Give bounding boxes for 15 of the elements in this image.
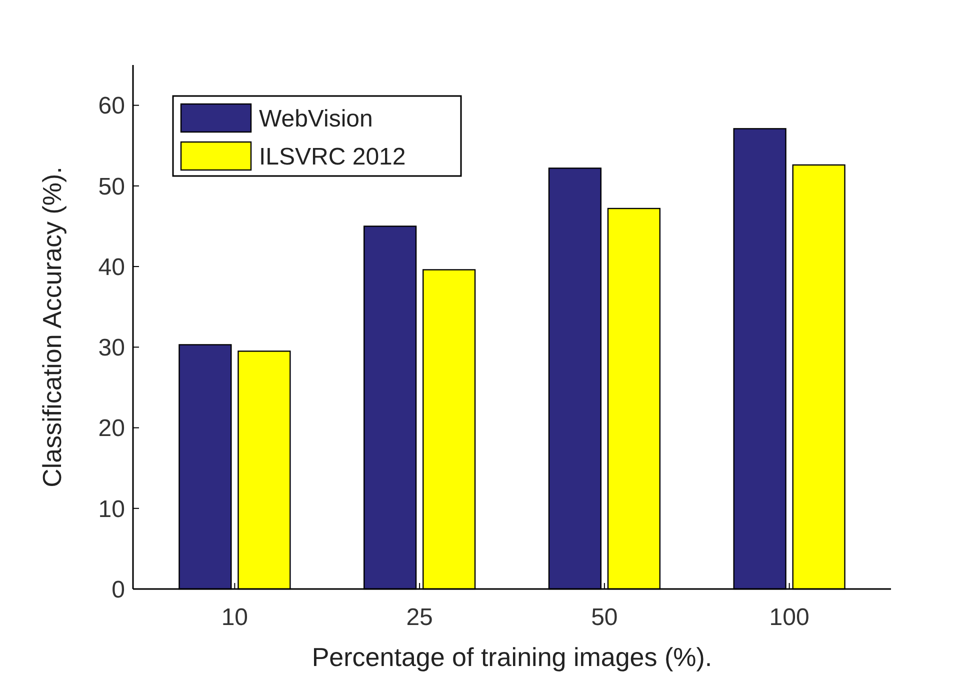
y-tick-label: 60 [98, 92, 125, 120]
x-axis-title: Percentage of training images (%). [312, 642, 712, 672]
x-tick-label: 25 [406, 604, 433, 631]
y-tick-label: 50 [98, 173, 125, 200]
y-tick-label: 0 [112, 576, 125, 604]
x-tick-label: 10 [221, 604, 248, 631]
y-axis-title: Classification Accuracy (%). [37, 166, 67, 488]
x-tick-label: 100 [769, 604, 810, 631]
y-tick-label: 40 [98, 254, 125, 281]
y-tick-label: 10 [98, 496, 125, 523]
legend-label: ILSVRC 2012 [259, 143, 406, 170]
x-tick-label: 50 [591, 604, 618, 631]
y-tick-label: 30 [98, 334, 125, 362]
y-tick-label: 20 [98, 415, 125, 442]
legend-label: WebVision [259, 105, 373, 132]
